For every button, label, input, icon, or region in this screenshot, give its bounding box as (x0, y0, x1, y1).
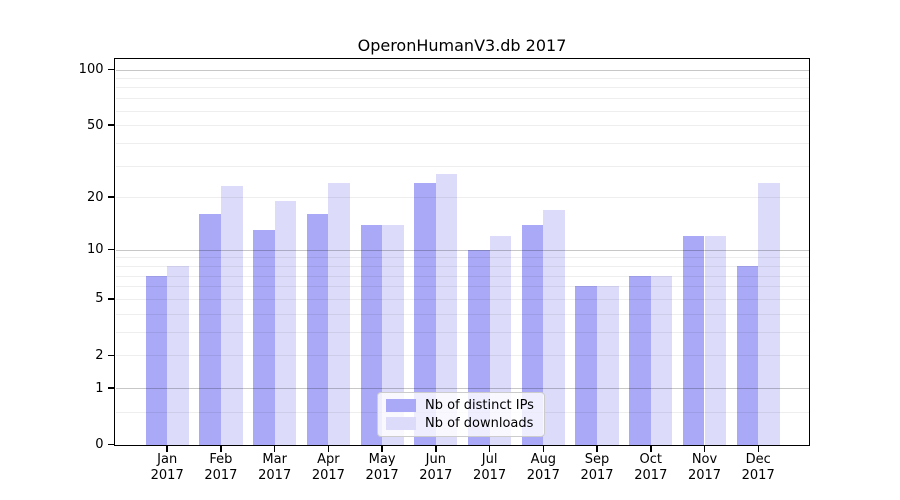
grid-layer (115, 60, 809, 445)
gridline-y-90 (115, 78, 809, 79)
bar-ips-sep (575, 286, 598, 445)
bar-ips-apr (306, 214, 329, 445)
gridline-y-1 (115, 388, 809, 390)
bar-downloads-sep (597, 286, 619, 445)
y-tick-label-100: 100 (78, 62, 104, 77)
x-tick-mar (273, 445, 276, 452)
bar-ips-aug (521, 224, 544, 445)
legend-item-distinct-ips: Nb of distinct IPs (386, 398, 536, 413)
gridline-y-5 (115, 298, 809, 300)
legend-swatch-downloads (386, 417, 416, 430)
bar-downloads-apr (328, 182, 350, 445)
y-tick-label-50: 50 (86, 117, 104, 133)
bar-ips-feb (199, 214, 221, 445)
x-tick-sep (596, 445, 598, 452)
bar-downloads-feb (220, 186, 243, 445)
x-tick-label-jun: Jun 2017 (419, 451, 453, 483)
x-tick-label-jul: Jul 2017 (473, 451, 507, 483)
y-tick-label-2: 2 (95, 347, 104, 363)
y-tick-2 (107, 354, 115, 356)
x-tick-label-apr: Apr 2017 (311, 451, 345, 483)
gridline-y-7 (115, 275, 809, 277)
gridline-y-50 (115, 125, 809, 126)
y-tick-label-0: 0 (95, 437, 104, 452)
gridline-y-8 (115, 266, 809, 267)
y-tick-20 (107, 196, 115, 198)
gridline-y-40 (115, 142, 809, 144)
legend-swatch-distinct-ips (386, 399, 416, 412)
x-tick-jul (488, 445, 491, 452)
y-tick-label-1: 1 (95, 380, 104, 396)
x-tick-apr (327, 445, 330, 452)
y-tick-5 (107, 298, 115, 300)
bar-ips-jan (145, 275, 168, 445)
y-tick-1 (107, 387, 115, 389)
gridline-y-10 (115, 249, 809, 251)
x-tick-label-dec: Dec 2017 (741, 451, 775, 483)
x-tick-dec (757, 445, 759, 452)
legend-label-distinct-ips: Nb of distinct IPs (425, 398, 534, 413)
y-tick-label-20: 20 (86, 189, 104, 205)
x-tick-feb (220, 445, 222, 452)
bar-ips-mar (253, 230, 275, 445)
bar-downloads-nov (704, 236, 727, 445)
x-tick-label-nov: Nov 2017 (687, 451, 722, 483)
gridline-y-2 (115, 355, 809, 357)
gridline-y-6 (115, 286, 809, 288)
bar-ips-oct (629, 275, 651, 445)
x-tick-label-feb: Feb 2017 (204, 451, 238, 483)
bar-downloads-may (382, 224, 404, 445)
y-tick-label-5: 5 (95, 291, 104, 307)
x-tick-label-sep: Sep 2017 (580, 451, 614, 483)
x-tick-oct (650, 445, 652, 452)
x-tick-label-jan: Jan 2017 (150, 451, 184, 483)
x-tick-may (381, 445, 383, 452)
x-tick-jun (435, 445, 437, 452)
bar-ips-nov (682, 236, 705, 445)
gridline-y-80 (115, 87, 809, 89)
x-tick-label-aug: Aug 2017 (526, 451, 560, 483)
legend-label-downloads: Nb of downloads (425, 416, 534, 431)
bar-downloads-oct (650, 275, 673, 445)
gridline-y-60 (115, 110, 809, 112)
bar-downloads-jan (167, 266, 189, 445)
y-tick-50 (107, 124, 115, 126)
y-tick-label-10: 10 (86, 242, 104, 258)
bar-ips-may (360, 224, 383, 445)
gridline-y-3 (115, 331, 809, 333)
gridline-y-100 (115, 69, 809, 71)
gridline-y-4 (115, 313, 809, 315)
x-tick-aug (542, 445, 545, 452)
chart-title: OperonHumanV3.db 2017 (357, 36, 567, 55)
gridline-y-30 (115, 165, 809, 167)
x-tick-label-oct: Oct 2017 (634, 451, 668, 483)
bar-downloads-dec (758, 182, 780, 445)
bar-downloads-jun (435, 173, 458, 445)
bar-downloads-mar (274, 201, 297, 445)
x-tick-label-mar: Mar 2017 (258, 451, 292, 483)
gridline-y-70 (115, 98, 809, 100)
y-tick-100 (107, 68, 115, 71)
bar-ips-jun (414, 182, 436, 445)
y-tick-0 (107, 443, 115, 446)
x-tick-nov (703, 445, 706, 452)
bar-downloads-aug (543, 209, 565, 445)
bar-ips-dec (736, 266, 759, 445)
gridline-y-20 (115, 197, 809, 199)
x-tick-jan (166, 445, 168, 452)
x-tick-label-may: May 2017 (365, 451, 399, 483)
legend-item-downloads: Nb of downloads (386, 416, 536, 431)
gridline-y-9 (115, 257, 809, 259)
legend: Nb of distinct IPs Nb of downloads (377, 392, 545, 437)
y-tick-10 (107, 248, 115, 251)
